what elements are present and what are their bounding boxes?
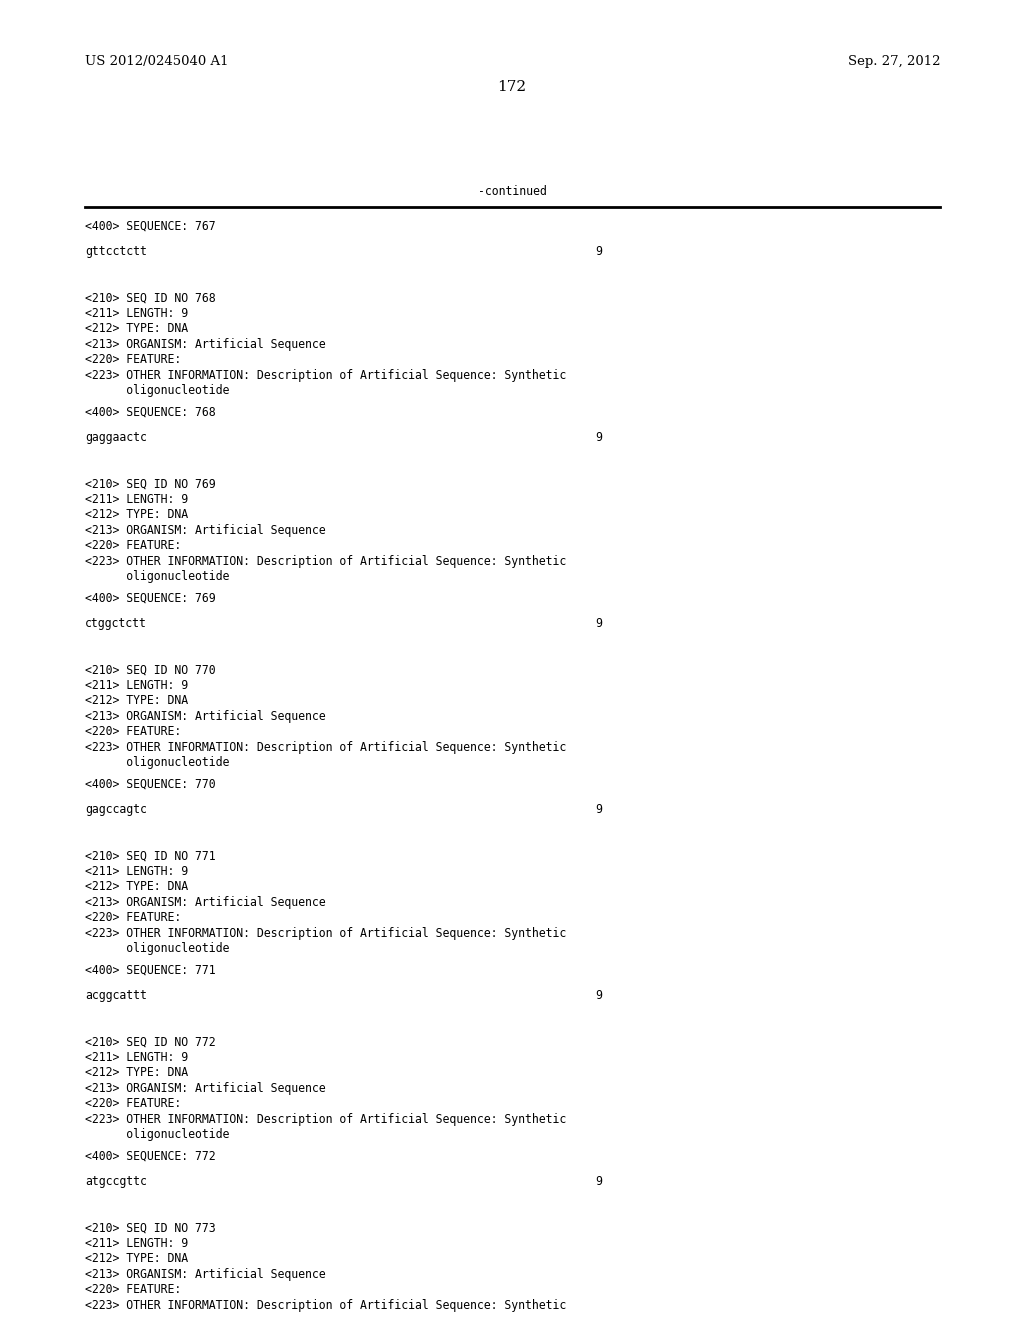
Text: <210> SEQ ID NO 770: <210> SEQ ID NO 770 (85, 663, 216, 676)
Text: <213> ORGANISM: Artificial Sequence: <213> ORGANISM: Artificial Sequence (85, 896, 326, 908)
Text: 9: 9 (595, 430, 602, 444)
Text: <400> SEQUENCE: 771: <400> SEQUENCE: 771 (85, 964, 216, 977)
Text: <400> SEQUENCE: 772: <400> SEQUENCE: 772 (85, 1150, 216, 1163)
Text: <211> LENGTH: 9: <211> LENGTH: 9 (85, 306, 188, 319)
Text: acggcattt: acggcattt (85, 989, 146, 1002)
Text: <212> TYPE: DNA: <212> TYPE: DNA (85, 508, 188, 521)
Text: <400> SEQUENCE: 769: <400> SEQUENCE: 769 (85, 591, 216, 605)
Text: US 2012/0245040 A1: US 2012/0245040 A1 (85, 55, 228, 69)
Text: <213> ORGANISM: Artificial Sequence: <213> ORGANISM: Artificial Sequence (85, 1082, 326, 1094)
Text: <223> OTHER INFORMATION: Description of Artificial Sequence: Synthetic: <223> OTHER INFORMATION: Description of … (85, 1113, 566, 1126)
Text: -continued: -continued (477, 185, 547, 198)
Text: oligonucleotide: oligonucleotide (85, 942, 229, 956)
Text: <211> LENGTH: 9: <211> LENGTH: 9 (85, 865, 188, 878)
Text: <211> LENGTH: 9: <211> LENGTH: 9 (85, 1237, 188, 1250)
Text: <210> SEQ ID NO 769: <210> SEQ ID NO 769 (85, 478, 216, 490)
Text: <212> TYPE: DNA: <212> TYPE: DNA (85, 322, 188, 335)
Text: <213> ORGANISM: Artificial Sequence: <213> ORGANISM: Artificial Sequence (85, 710, 326, 723)
Text: oligonucleotide: oligonucleotide (85, 384, 229, 397)
Text: <212> TYPE: DNA: <212> TYPE: DNA (85, 694, 188, 708)
Text: <223> OTHER INFORMATION: Description of Artificial Sequence: Synthetic: <223> OTHER INFORMATION: Description of … (85, 368, 566, 381)
Text: <223> OTHER INFORMATION: Description of Artificial Sequence: Synthetic: <223> OTHER INFORMATION: Description of … (85, 1299, 566, 1312)
Text: <212> TYPE: DNA: <212> TYPE: DNA (85, 1253, 188, 1266)
Text: <213> ORGANISM: Artificial Sequence: <213> ORGANISM: Artificial Sequence (85, 1267, 326, 1280)
Text: <213> ORGANISM: Artificial Sequence: <213> ORGANISM: Artificial Sequence (85, 338, 326, 351)
Text: 172: 172 (498, 81, 526, 94)
Text: oligonucleotide: oligonucleotide (85, 1129, 229, 1142)
Text: ctggctctt: ctggctctt (85, 616, 146, 630)
Text: <400> SEQUENCE: 767: <400> SEQUENCE: 767 (85, 220, 216, 234)
Text: <212> TYPE: DNA: <212> TYPE: DNA (85, 880, 188, 894)
Text: <211> LENGTH: 9: <211> LENGTH: 9 (85, 492, 188, 506)
Text: <211> LENGTH: 9: <211> LENGTH: 9 (85, 1051, 188, 1064)
Text: <212> TYPE: DNA: <212> TYPE: DNA (85, 1067, 188, 1080)
Text: <220> FEATURE:: <220> FEATURE: (85, 1097, 181, 1110)
Text: 9: 9 (595, 244, 602, 257)
Text: <220> FEATURE:: <220> FEATURE: (85, 911, 181, 924)
Text: <223> OTHER INFORMATION: Description of Artificial Sequence: Synthetic: <223> OTHER INFORMATION: Description of … (85, 741, 566, 754)
Text: <220> FEATURE:: <220> FEATURE: (85, 354, 181, 366)
Text: oligonucleotide: oligonucleotide (85, 570, 229, 583)
Text: <211> LENGTH: 9: <211> LENGTH: 9 (85, 678, 188, 692)
Text: <220> FEATURE:: <220> FEATURE: (85, 725, 181, 738)
Text: <210> SEQ ID NO 768: <210> SEQ ID NO 768 (85, 292, 216, 305)
Text: <223> OTHER INFORMATION: Description of Artificial Sequence: Synthetic: <223> OTHER INFORMATION: Description of … (85, 554, 566, 568)
Text: atgccgttc: atgccgttc (85, 1175, 146, 1188)
Text: <400> SEQUENCE: 770: <400> SEQUENCE: 770 (85, 777, 216, 791)
Text: gaggaactc: gaggaactc (85, 430, 146, 444)
Text: <213> ORGANISM: Artificial Sequence: <213> ORGANISM: Artificial Sequence (85, 524, 326, 537)
Text: gttcctctt: gttcctctt (85, 244, 146, 257)
Text: 9: 9 (595, 989, 602, 1002)
Text: <210> SEQ ID NO 771: <210> SEQ ID NO 771 (85, 849, 216, 862)
Text: 9: 9 (595, 1175, 602, 1188)
Text: <210> SEQ ID NO 773: <210> SEQ ID NO 773 (85, 1221, 216, 1234)
Text: 9: 9 (595, 803, 602, 816)
Text: <223> OTHER INFORMATION: Description of Artificial Sequence: Synthetic: <223> OTHER INFORMATION: Description of … (85, 927, 566, 940)
Text: <220> FEATURE:: <220> FEATURE: (85, 540, 181, 552)
Text: <400> SEQUENCE: 768: <400> SEQUENCE: 768 (85, 407, 216, 418)
Text: oligonucleotide: oligonucleotide (85, 756, 229, 770)
Text: 9: 9 (595, 616, 602, 630)
Text: Sep. 27, 2012: Sep. 27, 2012 (848, 55, 940, 69)
Text: <220> FEATURE:: <220> FEATURE: (85, 1283, 181, 1296)
Text: gagccagtc: gagccagtc (85, 803, 146, 816)
Text: <210> SEQ ID NO 772: <210> SEQ ID NO 772 (85, 1035, 216, 1048)
